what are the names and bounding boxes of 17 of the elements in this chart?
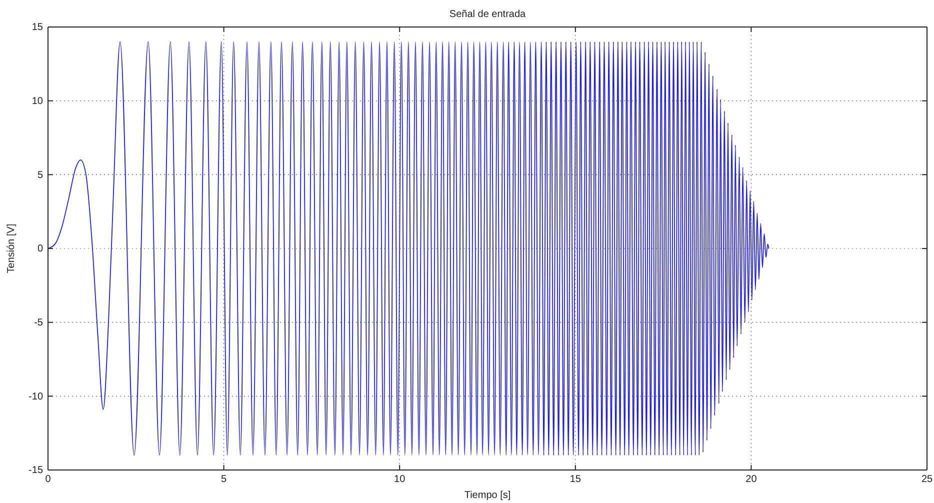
x-tick-label: 25 — [921, 474, 933, 486]
line-series — [48, 41, 770, 456]
y-tick-label: 10 — [32, 96, 44, 108]
chart-title: Señal de entrada — [449, 9, 526, 20]
x-tick-label: 20 — [746, 474, 758, 486]
x-tick-label: 0 — [45, 474, 52, 486]
y-tick-label: 0 — [37, 244, 44, 255]
y-tick-label: 5 — [37, 170, 44, 181]
x-tick-label: 15 — [570, 474, 582, 486]
y-tick-label: -5 — [34, 318, 44, 329]
y-tick-label: 15 — [32, 22, 44, 34]
x-axis-title: Tiempo [s] — [464, 490, 511, 501]
x-tick-label: 10 — [394, 474, 406, 486]
y-tick-label: -10 — [28, 391, 44, 402]
y-axis-title: Tensión [V] — [6, 224, 17, 274]
y-tick-label: -15 — [28, 465, 44, 476]
x-tick-label: 5 — [221, 474, 228, 486]
